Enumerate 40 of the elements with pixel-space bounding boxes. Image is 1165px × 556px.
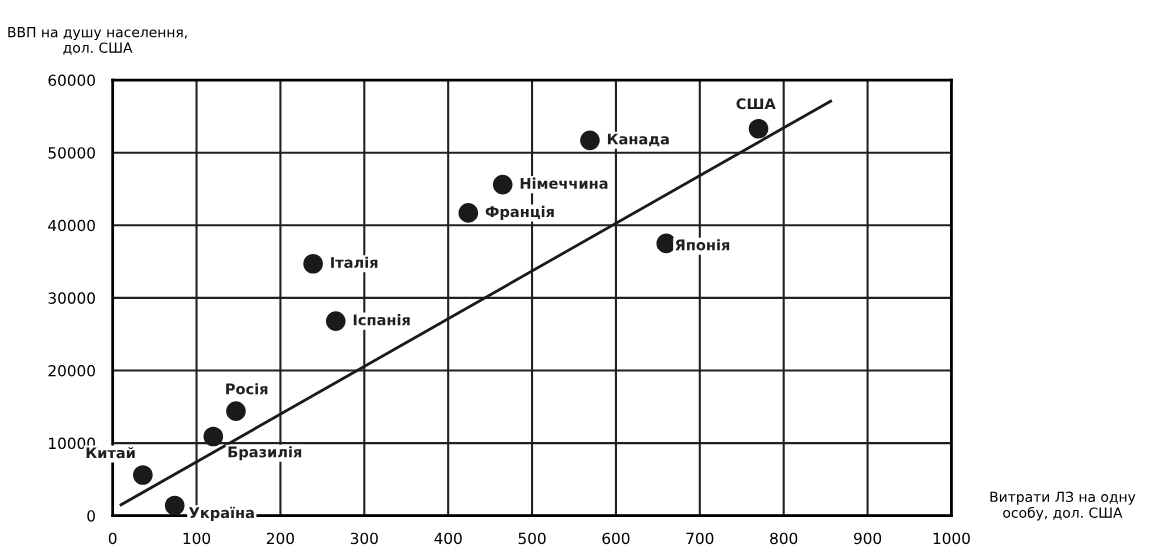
annotation: Україна	[189, 506, 254, 522]
annotation: Іспанія	[353, 314, 410, 326]
annotation: Росія	[226, 383, 268, 395]
annotation: Китай	[86, 446, 135, 459]
y-axis-title: ВВП на душу населення, дол. США	[8, 27, 187, 55]
point	[203, 426, 224, 447]
annotation: Франція	[485, 205, 554, 220]
annotation: Німеччина	[520, 177, 608, 189]
annotation: Бразилія	[228, 446, 302, 461]
x-tick-label: 800	[770, 532, 798, 545]
x-tick-label: 500	[518, 532, 546, 545]
annotation: США	[736, 98, 776, 110]
point	[133, 465, 153, 485]
x-tick-label: 200	[266, 532, 294, 545]
point	[303, 253, 323, 274]
y-tick-label: 0	[87, 510, 95, 522]
x-tick-label: 600	[602, 532, 630, 545]
annotation: Італія	[331, 256, 378, 268]
y-tick-label: 50000	[48, 147, 95, 159]
x-tick-label: 100	[183, 532, 211, 545]
y-tick-label: 40000	[48, 219, 95, 232]
y-tick-label: 20000	[48, 364, 95, 377]
annotation: Японія	[675, 239, 730, 251]
x-tick-label: 900	[853, 532, 882, 545]
x-tick-label: 400	[434, 532, 462, 545]
x-axis-title: Витрати ЛЗ на одну особу, дол. США	[990, 491, 1136, 521]
point	[325, 311, 346, 331]
point	[492, 174, 513, 195]
point	[748, 118, 769, 139]
y-tick-label: 30000	[48, 292, 95, 304]
point	[458, 203, 479, 223]
point	[580, 130, 600, 151]
x-tick-label: 700	[686, 532, 714, 545]
x-tick-label: 0	[108, 532, 117, 545]
x-tick-label: 1000	[933, 532, 970, 545]
x-tick-label: 300	[350, 532, 378, 545]
y-tick-label: 60000	[48, 74, 95, 87]
point	[164, 495, 185, 516]
annotation: Канада	[607, 133, 669, 147]
point	[226, 401, 246, 421]
